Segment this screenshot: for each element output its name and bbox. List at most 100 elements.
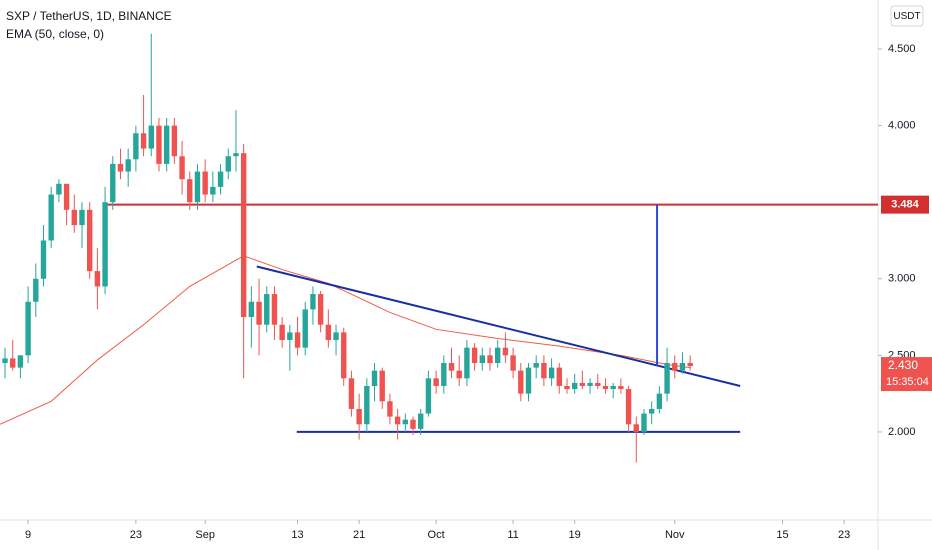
last-price-label: 2.430	[888, 358, 918, 372]
level-price-label: 3.484	[891, 199, 919, 211]
candle-body	[2, 358, 8, 364]
candle-body	[456, 370, 462, 379]
candle-body	[256, 301, 262, 325]
candle-body	[348, 378, 355, 409]
candle-body	[86, 209, 93, 272]
candle-body	[10, 358, 16, 368]
candle-body	[664, 363, 670, 394]
last-price-box	[881, 357, 932, 392]
candle-body	[156, 125, 162, 164]
candle-body	[571, 382, 578, 390]
candle-body	[587, 382, 593, 386]
x-tick-label: 21	[353, 529, 365, 541]
candle-body	[310, 294, 316, 310]
candle-body	[602, 385, 609, 390]
candle-body	[402, 419, 409, 425]
candle-body	[479, 355, 485, 364]
x-tick-label: Sep	[195, 529, 215, 541]
candle-body	[625, 389, 632, 425]
candle-body	[194, 171, 201, 203]
candle-body	[117, 163, 124, 172]
candle-body	[163, 125, 170, 164]
candle-body	[233, 153, 239, 157]
x-tick-label: 9	[25, 529, 31, 541]
candle-body	[356, 408, 362, 425]
candle-body	[641, 413, 647, 432]
candle-body	[656, 393, 663, 409]
candle-body	[364, 385, 370, 425]
currency-button[interactable]	[890, 5, 924, 27]
candle-body	[518, 370, 524, 394]
candle-body	[448, 363, 455, 371]
candle-body	[140, 133, 147, 149]
candle-body	[248, 301, 255, 318]
candle-body	[533, 363, 539, 368]
candle-body	[579, 382, 586, 386]
candle-body	[333, 332, 339, 341]
candle-body	[171, 125, 178, 157]
candle-body	[610, 385, 616, 390]
candle-body	[294, 332, 301, 348]
candle-body	[633, 424, 639, 432]
candle-body	[71, 209, 77, 226]
candle-body	[63, 183, 70, 210]
candle-body	[410, 419, 416, 429]
candle-body	[495, 347, 501, 364]
candle-body	[287, 332, 293, 341]
x-tick-label: 13	[291, 529, 303, 541]
candle-body	[556, 367, 562, 386]
y-tick-label: 2.000	[888, 426, 916, 438]
y-tick-label: 4.000	[888, 120, 916, 132]
candle-body	[264, 294, 270, 325]
candle-body	[618, 385, 624, 390]
candle-body	[102, 202, 108, 287]
candle-body	[541, 363, 547, 379]
currency-label: USDT	[893, 11, 920, 22]
candle-body	[279, 324, 285, 341]
candle-body	[148, 125, 154, 149]
candle-body	[271, 294, 278, 325]
candle-body	[471, 347, 478, 364]
candle-body	[325, 324, 332, 341]
trendline	[256, 265, 741, 387]
candle-body	[302, 309, 308, 348]
candle-body	[187, 179, 193, 203]
candle-body	[687, 363, 693, 367]
candle-body	[133, 133, 139, 160]
candle-body	[525, 367, 532, 394]
candle-body	[425, 378, 432, 414]
level-price-box	[881, 195, 929, 214]
candle-body	[202, 171, 208, 195]
candle-body	[418, 413, 424, 429]
candle-body	[110, 163, 116, 203]
candle-body	[371, 370, 378, 386]
candle-body	[441, 363, 447, 386]
candle-body	[341, 332, 347, 379]
candle-body	[33, 278, 39, 302]
candle-body	[40, 240, 47, 279]
x-tick-label: 15	[776, 529, 788, 541]
y-tick-label: 4.500	[888, 43, 916, 55]
indicator-label: EMA (50, close, 0)	[6, 27, 104, 41]
x-tick-label: 19	[569, 529, 581, 541]
candle-body	[217, 171, 224, 187]
candle-body	[394, 416, 401, 425]
candle-body	[56, 183, 62, 195]
candle-body	[317, 294, 324, 325]
candle-body	[48, 194, 54, 241]
chart-title: SXP / TetherUS, 1D, BINANCE	[6, 9, 172, 23]
candle-body	[648, 408, 655, 414]
candle-body	[387, 401, 393, 417]
x-tick-label: 11	[507, 529, 518, 541]
candle-body	[210, 186, 216, 195]
candle-body	[379, 370, 385, 402]
x-tick-label: 23	[838, 529, 850, 541]
x-tick-label: Oct	[428, 529, 445, 541]
x-tick-label: 23	[130, 529, 142, 541]
x-tick-label: Nov	[665, 529, 685, 541]
candle-body	[510, 355, 516, 371]
candle-body	[433, 378, 439, 386]
candle-body	[125, 159, 131, 172]
candle-body	[487, 355, 493, 364]
